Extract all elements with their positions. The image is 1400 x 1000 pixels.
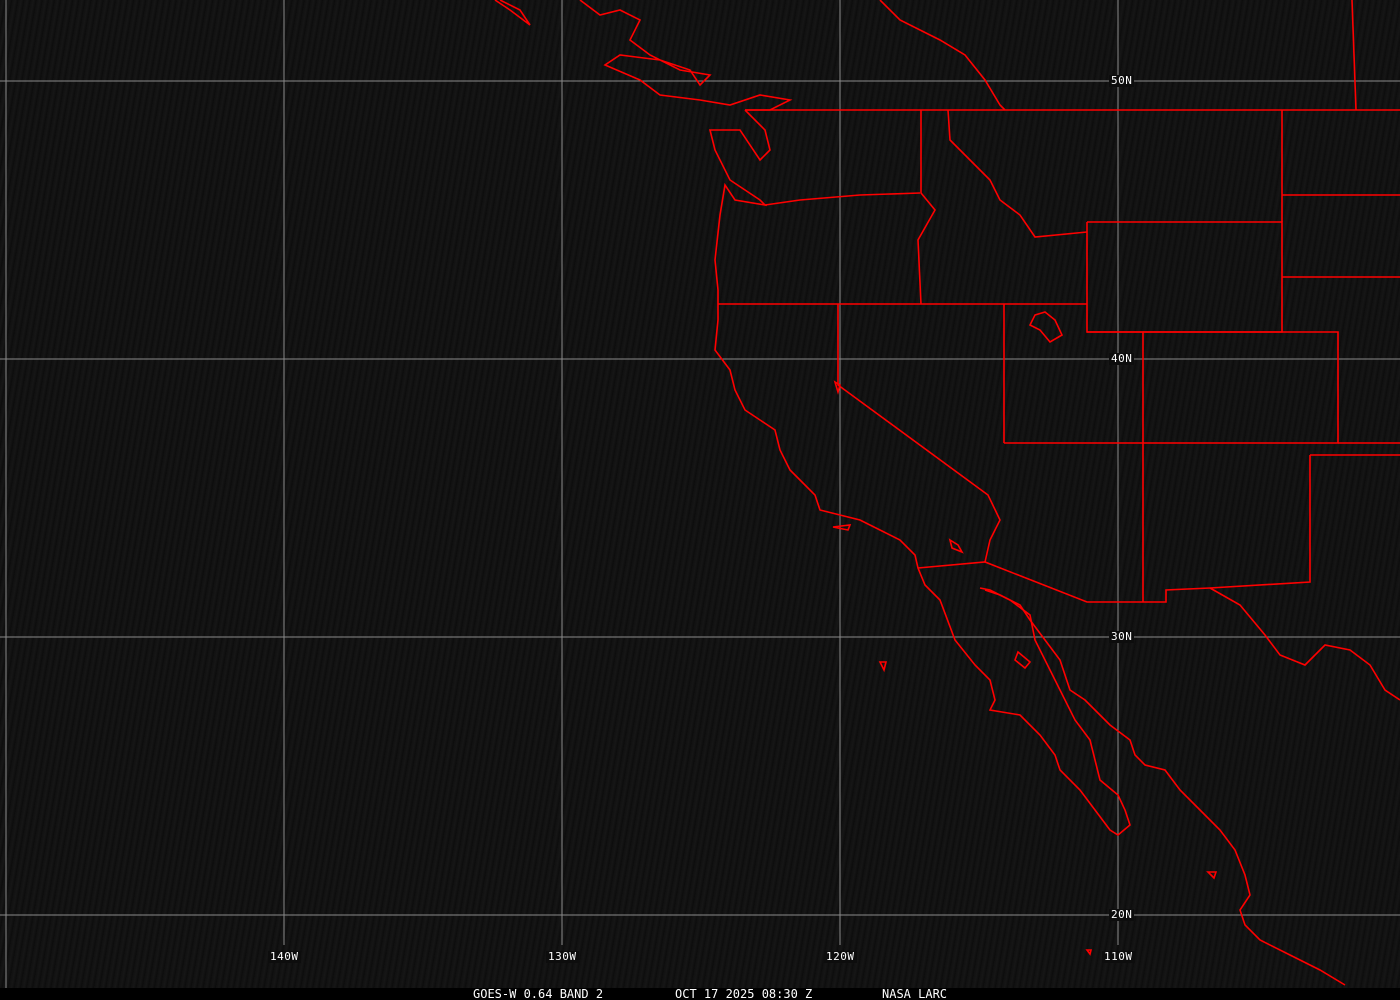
canada-border-east bbox=[1351, 0, 1357, 111]
idaho-montana-border bbox=[947, 109, 1088, 238]
colorado-border bbox=[1143, 331, 1339, 444]
channel-islands bbox=[832, 524, 852, 531]
image-caption-bar: GOES-W 0.64 BAND 2 OCT 17 2025 08:30 Z N… bbox=[0, 988, 1400, 1000]
island-small bbox=[1085, 949, 1093, 956]
island-socorro bbox=[1206, 871, 1218, 880]
coastline-north bbox=[494, 0, 531, 26]
coastline-mexico bbox=[984, 589, 1346, 986]
lon-label-110w: 110W bbox=[1102, 950, 1135, 963]
nm-east-border bbox=[1209, 455, 1311, 589]
ca-nv-border bbox=[837, 304, 1001, 563]
lat-label-40n: 40N bbox=[1109, 352, 1135, 365]
coastline-pacific bbox=[708, 109, 1131, 836]
wa-or-border bbox=[764, 192, 921, 206]
salton-sea bbox=[948, 538, 964, 554]
us-mexico-border bbox=[917, 561, 1211, 603]
lake-tahoe bbox=[833, 380, 841, 395]
coastline-gulf-mexico-pacific bbox=[1209, 587, 1400, 701]
lon-label-130w: 130W bbox=[546, 950, 579, 963]
gulf-islands bbox=[1014, 650, 1032, 670]
island-guadalupe bbox=[878, 661, 888, 673]
great-salt-lake bbox=[1028, 311, 1064, 344]
political-boundaries bbox=[494, 0, 1400, 986]
lon-label-140w: 140W bbox=[268, 950, 301, 963]
coastline-bc bbox=[579, 0, 793, 111]
lat-label-20n: 20N bbox=[1109, 908, 1135, 921]
lat-label-30n: 30N bbox=[1109, 630, 1135, 643]
lat-label-50n: 50N bbox=[1109, 74, 1135, 87]
ut-co-border bbox=[1087, 331, 1144, 443]
wyoming-border bbox=[1086, 221, 1283, 333]
canada-coast-inland bbox=[879, 0, 1006, 111]
caption-source: NASA LARC bbox=[882, 987, 948, 1000]
caption-product: GOES-W 0.64 BAND 2 bbox=[473, 987, 604, 1000]
caption-datetime: OCT 17 2025 08:30 Z bbox=[675, 987, 813, 1000]
idaho-west-border bbox=[917, 110, 936, 305]
lon-label-120w: 120W bbox=[824, 950, 857, 963]
